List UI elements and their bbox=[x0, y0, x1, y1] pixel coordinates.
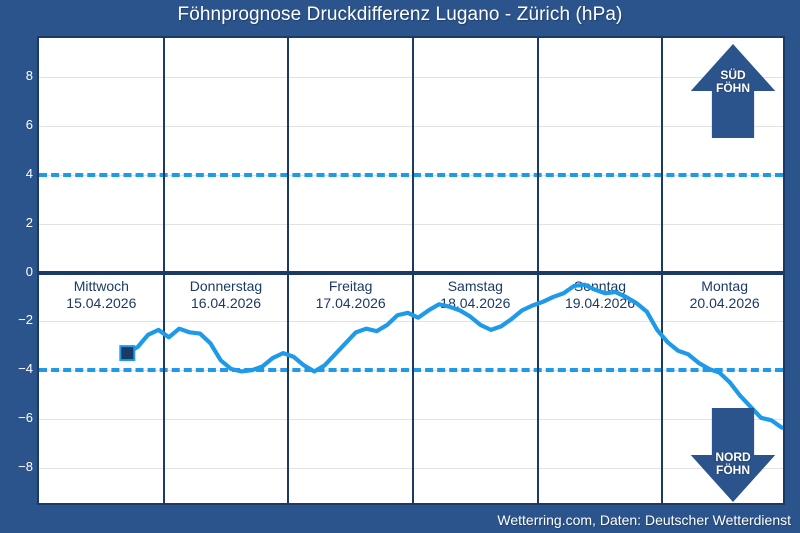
day-name: Sonntag bbox=[573, 277, 627, 294]
day-label-mittwoch: Mittwoch 15.04.2026 bbox=[39, 278, 164, 312]
day-name: Freitag bbox=[328, 277, 373, 294]
y-axis: 8 6 4 2 0 −2 −4 −6 −8 bbox=[0, 36, 33, 505]
y-axis-tick-label: −4 bbox=[18, 361, 33, 377]
y-axis-tick-label: −6 bbox=[18, 410, 33, 426]
y-axis-tick-label: 8 bbox=[25, 68, 33, 84]
arrow-up-icon: SÜD FÖHN bbox=[689, 42, 777, 140]
gridline-y bbox=[39, 419, 783, 421]
day-label-montag: Montag 20.04.2026 bbox=[662, 277, 783, 312]
day-label-samstag: Samstag 18.04.2026 bbox=[413, 278, 538, 312]
day-date: 19.04.2026 bbox=[564, 294, 636, 311]
day-separator bbox=[536, 38, 539, 503]
y-axis-tick-label: 6 bbox=[25, 116, 33, 132]
page-title: Föhnprognose Druckdifferenz Lugano - Zür… bbox=[177, 4, 623, 25]
y-axis-tick-label: −2 bbox=[18, 312, 33, 328]
day-label-freitag: Freitag 17.04.2026 bbox=[288, 278, 413, 312]
series-line bbox=[125, 282, 783, 430]
day-date: 15.04.2026 bbox=[66, 294, 137, 311]
day-date: 18.04.2026 bbox=[440, 294, 511, 311]
threshold-line-nord bbox=[39, 368, 783, 373]
gridline-y bbox=[39, 125, 783, 127]
arrow-shape bbox=[690, 43, 776, 139]
y-axis-tick-label: −8 bbox=[18, 458, 33, 474]
day-separator bbox=[661, 38, 664, 503]
day-name: Donnerstag bbox=[189, 277, 263, 294]
arrow-down-icon: NORD FÖHN bbox=[689, 406, 777, 503]
day-label-sonntag: Sonntag 19.04.2026 bbox=[538, 278, 663, 312]
arrow-shape bbox=[690, 407, 776, 503]
source-credit: Wetterring.com, Daten: Deutscher Wetterd… bbox=[497, 512, 791, 528]
zero-line bbox=[39, 270, 783, 275]
series-start-marker bbox=[119, 345, 136, 362]
y-axis-tick-label: 2 bbox=[25, 214, 33, 230]
day-name: Samstag bbox=[447, 277, 503, 294]
gridline-y bbox=[39, 467, 783, 469]
series-layer bbox=[119, 282, 783, 430]
gridline-y bbox=[39, 77, 783, 79]
day-separator bbox=[412, 38, 414, 503]
y-axis-tick-label: 4 bbox=[25, 165, 33, 181]
gridline-y bbox=[39, 321, 783, 323]
plot-area: Mittwoch 15.04.2026 Donnerstag 16.04.2026 Fr… bbox=[37, 36, 785, 505]
day-date: 17.04.2026 bbox=[315, 294, 386, 311]
day-name: Mittwoch bbox=[73, 277, 129, 294]
threshold-line-sued bbox=[39, 172, 783, 177]
day-date: 16.04.2026 bbox=[190, 294, 262, 311]
day-separator bbox=[287, 38, 290, 503]
gridline-y bbox=[39, 223, 783, 225]
day-date: 20.04.2026 bbox=[689, 294, 760, 311]
y-axis-tick-label: 0 bbox=[25, 263, 33, 279]
day-separator bbox=[162, 38, 165, 503]
day-label-donnerstag: Donnerstag 16.04.2026 bbox=[164, 278, 289, 312]
day-name: Montag bbox=[701, 277, 748, 294]
